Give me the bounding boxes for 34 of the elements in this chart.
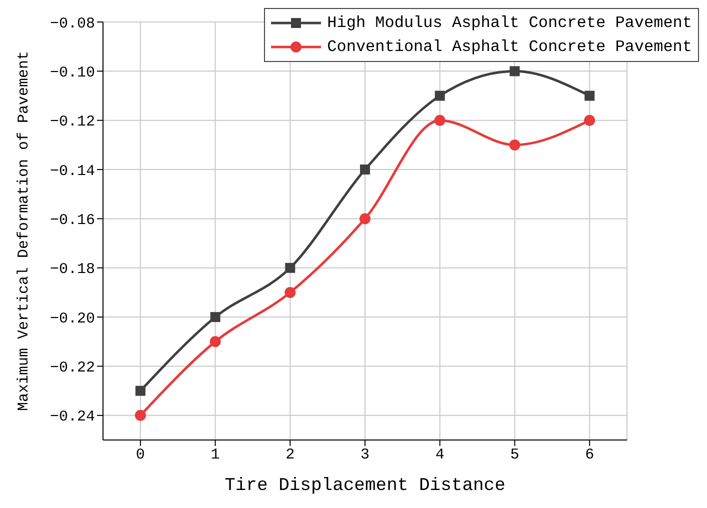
- y-tick-label: −0.16: [50, 212, 95, 230]
- point: [210, 336, 221, 348]
- point: [509, 139, 520, 150]
- y-tick-label: −0.18: [50, 261, 95, 278]
- x-tick-label: 0: [136, 446, 145, 464]
- point: [434, 90, 445, 101]
- x-tick-label: 1: [210, 446, 220, 464]
- point: [510, 66, 520, 76]
- point: [210, 312, 220, 322]
- legend-label: High Modulus Asphalt Concrete Pavement: [327, 14, 692, 32]
- point: [434, 114, 446, 126]
- x-tick-label: 6: [585, 446, 594, 464]
- y-tick-label: −0.10: [50, 64, 95, 82]
- point: [134, 410, 146, 421]
- x-tick-label: 4: [435, 446, 444, 464]
- legend-label: Conventional Asphalt Concrete Pavement: [327, 38, 692, 56]
- x-tick-label: 2: [286, 446, 295, 464]
- point: [135, 386, 146, 396]
- y-tick-label: −0.20: [50, 310, 95, 328]
- y-tick-label: −0.14: [50, 162, 95, 180]
- y-tick-label: −0.24: [50, 408, 95, 426]
- y-axis-title: Maximum Vertical Deformation of Pavement: [15, 50, 32, 412]
- point: [584, 114, 596, 126]
- x-tick-label: 5: [510, 446, 520, 464]
- point: [584, 90, 595, 101]
- point: [360, 164, 370, 175]
- x-axis-title: Tire Displacement Distance: [224, 476, 506, 496]
- y-tick-label: −0.08: [50, 15, 95, 32]
- x-tick-label: 3: [360, 446, 370, 464]
- point: [285, 262, 296, 273]
- y-tick-label: −0.12: [50, 114, 95, 131]
- point: [360, 213, 370, 224]
- point: [284, 286, 296, 298]
- y-tick-label: −0.22: [50, 360, 95, 377]
